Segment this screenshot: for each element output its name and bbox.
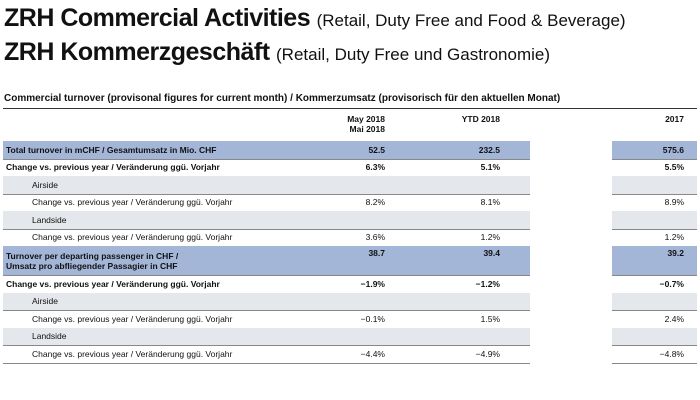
row-label: Landside <box>32 214 67 225</box>
cell-value: 5.5% <box>664 162 684 173</box>
rule <box>3 108 697 109</box>
row-rule <box>612 275 697 276</box>
title-note: (Retail, Duty Free und Gastronomie) <box>276 45 551 64</box>
cell-value: 3.6% <box>365 232 385 243</box>
cell-value: 1.5% <box>480 313 500 324</box>
row-rule <box>3 193 530 195</box>
cell-value: 2.4% <box>664 313 684 324</box>
row-rule <box>3 228 530 230</box>
row-rule <box>3 362 530 364</box>
row-label: Umsatz pro abfliegender Passagier in CHF <box>6 260 178 271</box>
cell-value: 1.2% <box>480 232 500 243</box>
row-label: Change vs. previous year / Veränderung g… <box>32 348 233 359</box>
row-label: Turnover per departing passenger in CHF … <box>6 250 179 261</box>
title-note: (Retail, Duty Free and Food & Beverage) <box>316 11 626 30</box>
table-caption: Commercial turnover (provisonal figures … <box>4 93 561 104</box>
title-main: ZRH Commercial Activities <box>4 4 311 32</box>
row-label: Change vs. previous year / Veränderung g… <box>6 278 220 289</box>
cell-value: −1.9% <box>360 278 385 289</box>
row-label: Change vs. previous year / Veränderung g… <box>6 162 220 173</box>
row-band <box>3 141 530 159</box>
cell-value: 6.3% <box>365 162 385 173</box>
row-rule <box>612 228 697 230</box>
cell-value: 575.6 <box>662 144 684 155</box>
row-band <box>612 141 697 159</box>
title-line: ZRH Commercial Activities (Retail, Duty … <box>4 4 626 33</box>
column-header: Mai 2018 <box>349 124 385 134</box>
row-band <box>612 246 697 275</box>
column-header: May 2018 <box>347 114 385 124</box>
row-band <box>3 292 530 310</box>
cell-value: −1.2% <box>475 278 500 289</box>
cell-value: −4.9% <box>475 348 500 359</box>
cell-value: 39.4 <box>483 248 500 258</box>
row-label: Total turnover in mCHF / Gesamtumsatz in… <box>6 144 217 155</box>
row-band <box>612 211 697 229</box>
row-band <box>3 246 530 275</box>
cell-value: −4.4% <box>360 348 385 359</box>
row-label: Change vs. previous year / Veränderung g… <box>32 232 233 243</box>
row-rule <box>612 345 697 346</box>
cell-value: 52.5 <box>368 144 385 155</box>
row-rule <box>3 310 530 311</box>
title-line: ZRH Kommerzgeschäft (Retail, Duty Free u… <box>4 38 550 67</box>
cell-value: −0.1% <box>360 313 385 324</box>
column-header: 2017 <box>665 114 684 124</box>
cell-value: 1.2% <box>664 232 684 243</box>
row-rule <box>612 362 697 364</box>
cell-value: −0.7% <box>659 278 684 289</box>
cell-value: 5.1% <box>480 162 500 173</box>
cell-value: 8.1% <box>480 197 500 208</box>
row-rule <box>612 310 697 311</box>
row-band <box>3 176 530 194</box>
column-header: YTD 2018 <box>461 114 500 124</box>
row-rule <box>612 158 697 160</box>
row-band <box>612 176 697 194</box>
row-label: Change vs. previous year / Veränderung g… <box>32 197 233 208</box>
cell-value: 232.5 <box>478 144 500 155</box>
row-band <box>3 327 530 345</box>
row-label: Change vs. previous year / Veränderung g… <box>32 313 233 324</box>
cell-value: 8.9% <box>664 197 684 208</box>
row-rule <box>3 158 530 160</box>
cell-value: 38.7 <box>368 248 385 258</box>
row-label: Airside <box>32 296 58 307</box>
row-rule <box>612 193 697 195</box>
row-band <box>612 327 697 345</box>
row-rule <box>3 275 530 276</box>
row-label: Airside <box>32 179 58 190</box>
row-rule <box>3 345 530 346</box>
cell-value: 39.2 <box>667 248 684 258</box>
row-band <box>3 211 530 229</box>
title-main: ZRH Kommerzgeschäft <box>4 38 270 66</box>
cell-value: 8.2% <box>365 197 385 208</box>
cell-value: −4.8% <box>659 348 684 359</box>
row-label: Landside <box>32 331 67 342</box>
row-band <box>612 292 697 310</box>
